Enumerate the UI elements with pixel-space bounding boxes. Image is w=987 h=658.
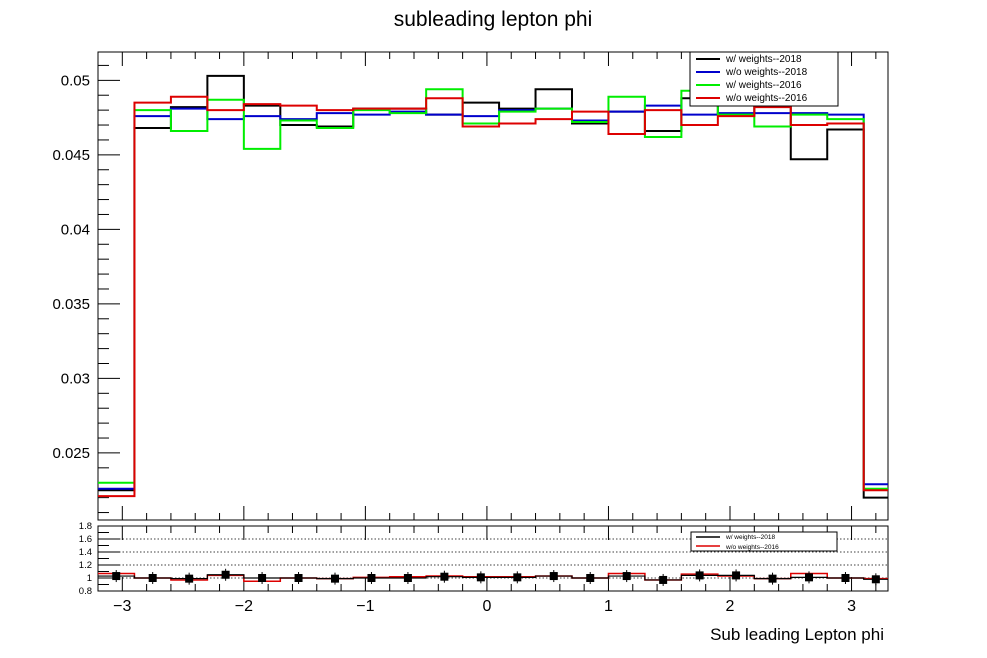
x-tick-label: 0 <box>482 598 491 615</box>
main-x-axis <box>97 52 877 520</box>
ratio-point <box>871 575 880 584</box>
legend-label-w-weights-2018: w/ weights--2018 <box>725 54 802 65</box>
ratio-point <box>221 570 230 579</box>
ratio-point <box>549 572 558 581</box>
ratio-y-tick-label: 1.6 <box>79 534 92 545</box>
ratio-y-tick-label: 1.8 <box>79 521 92 532</box>
x-tick-label: −2 <box>235 598 253 615</box>
ratio-point <box>805 573 813 582</box>
y-tick-label: 0.045 <box>52 147 90 164</box>
ratio-y-tick-label: 1 <box>87 573 92 584</box>
ratio-point <box>586 574 595 582</box>
main-plot-frame <box>97 51 889 521</box>
ratio-point <box>768 574 777 583</box>
ratio-point <box>513 573 522 582</box>
ratio-point <box>732 571 741 580</box>
ratio-point <box>331 574 339 583</box>
ratio-point <box>367 574 376 582</box>
ratio-plot: 0.8 1 1.2 1.4 1.6 1.8 −3 −2 −1 0 1 2 3 w/ weights--… <box>79 521 889 615</box>
x-tick-label: 1 <box>604 598 613 615</box>
x-axis-label: Sub leading Lepton phi <box>710 625 884 644</box>
ratio-point <box>695 571 704 580</box>
ratio-legend-label-wo-weights-2016: w/o weights--2016 <box>725 544 779 551</box>
ratio-point <box>258 574 267 582</box>
ratio-point <box>148 574 157 582</box>
histogram-w-weights-2016 <box>98 88 888 490</box>
ratio-point <box>440 572 449 581</box>
y-tick-label: 0.03 <box>61 370 90 387</box>
histogram-w-o-weights-2016 <box>98 95 888 498</box>
ratio-point <box>185 574 194 583</box>
y-tick-label: 0.025 <box>52 445 90 462</box>
ratio-point <box>841 574 850 582</box>
main-y-axis: 0.025 0.03 0.035 0.04 0.045 0.05 <box>52 64 120 514</box>
ratio-point <box>476 573 485 582</box>
ratio-x-axis: −3 −2 −1 0 1 2 3 <box>97 526 877 615</box>
histogram-w-o-weights-2018 <box>98 104 888 490</box>
x-tick-label: 2 <box>726 598 735 615</box>
ratio-y-axis: 0.8 1 1.2 1.4 1.6 1.8 <box>79 521 120 597</box>
y-tick-label: 0.05 <box>61 72 90 89</box>
ratio-point <box>294 574 303 582</box>
ratio-y-tick-label: 1.4 <box>79 547 92 558</box>
main-legend: w/ weights--2018 w/o weights--2018 w/ we… <box>689 51 839 107</box>
main-histograms <box>98 74 888 499</box>
ratio-y-tick-label: 1.2 <box>79 560 92 571</box>
x-tick-label: −1 <box>356 598 374 615</box>
ratio-legend: w/ weights--2018 w/o weights--2016 <box>690 531 838 552</box>
ratio-legend-label-w-weights-2018: w/ weights--2018 <box>725 534 776 541</box>
legend-label-wo-weights-2018: w/o weights--2018 <box>725 67 808 78</box>
legend-label-w-weights-2016: w/ weights--2016 <box>725 80 802 91</box>
chart-title: subleading lepton phi <box>394 8 593 31</box>
ratio-point <box>622 572 631 581</box>
y-tick-label: 0.035 <box>52 296 90 313</box>
x-tick-label: −3 <box>113 598 131 615</box>
x-tick-label: 3 <box>847 598 856 615</box>
y-tick-label: 0.04 <box>61 221 90 238</box>
ratio-y-tick-label: 0.8 <box>79 586 92 597</box>
legend-label-wo-weights-2016: w/o weights--2016 <box>725 93 808 104</box>
ratio-point <box>659 575 668 584</box>
ratio-point <box>112 572 121 581</box>
histogram-w-weights-2018 <box>98 74 888 499</box>
ratio-point <box>403 574 412 582</box>
main-plot: 0.025 0.03 0.035 0.04 0.045 0.05 w/ weights--… <box>52 51 889 521</box>
ratio-series <box>98 568 888 586</box>
ratio-legend-box <box>690 531 838 552</box>
